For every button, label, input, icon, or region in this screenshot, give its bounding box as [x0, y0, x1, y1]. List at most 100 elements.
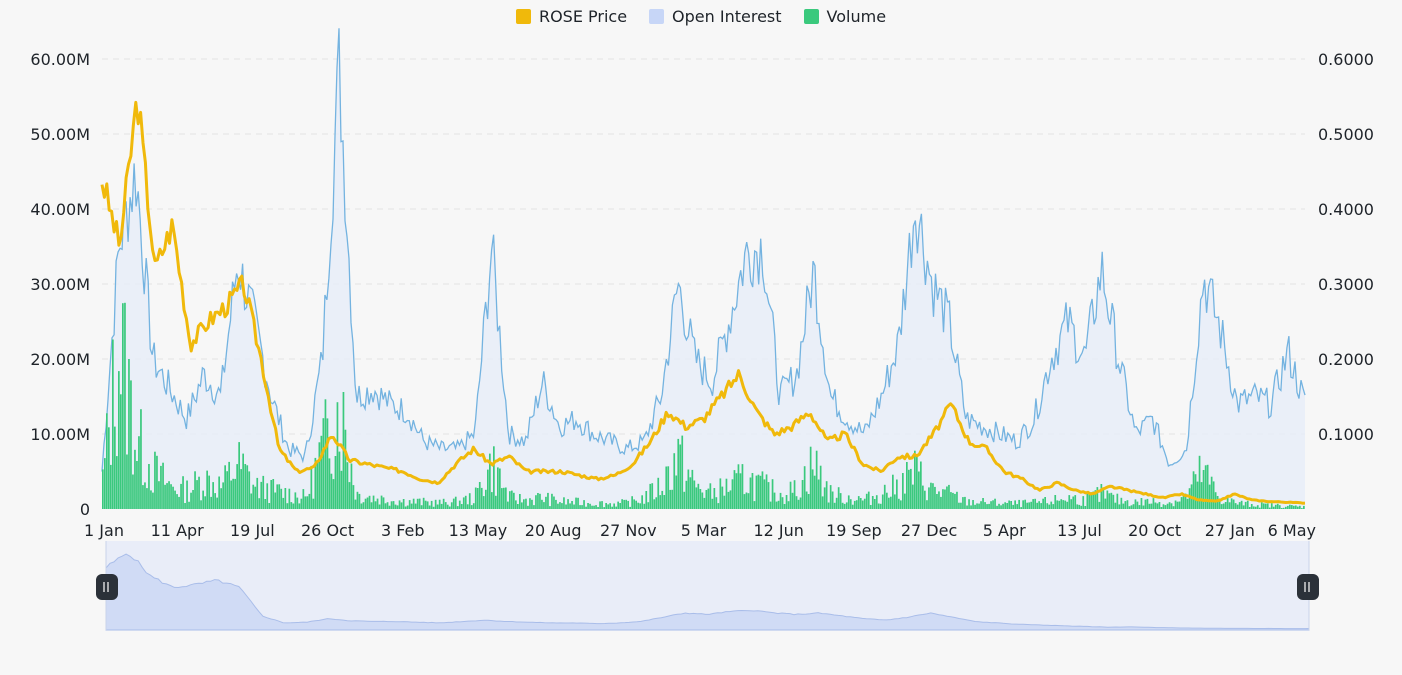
- x-tick-label: 12 Jun: [753, 521, 803, 540]
- volume-bar: [444, 502, 447, 509]
- volume-bar: [1212, 481, 1215, 509]
- chart-legend: ROSE Price Open Interest Volume: [0, 7, 1402, 26]
- volume-bar: [879, 503, 882, 509]
- volume-bar: [390, 501, 393, 509]
- volume-bar: [599, 501, 601, 509]
- volume-bar: [661, 490, 664, 509]
- navigator-left-handle[interactable]: [96, 574, 118, 600]
- legend-label-open-interest: Open Interest: [672, 7, 782, 26]
- volume-bar: [280, 488, 283, 509]
- navigator-right-handle[interactable]: [1297, 574, 1319, 600]
- volume-bar: [617, 501, 619, 509]
- volume-bar: [825, 481, 828, 509]
- volume-bar: [787, 501, 790, 509]
- volume-bar: [1206, 464, 1209, 509]
- volume-bar: [1232, 499, 1235, 509]
- volume-bar: [474, 487, 477, 509]
- volume-bar: [1242, 505, 1245, 509]
- volume-bar: [713, 488, 716, 509]
- volume-bar: [384, 503, 387, 509]
- volume-bar: [681, 435, 684, 509]
- volume-bar: [122, 303, 124, 509]
- volume-bar: [132, 474, 134, 509]
- volume-bar: [555, 499, 557, 509]
- volume-bar: [499, 468, 501, 509]
- volume-bar: [118, 371, 120, 509]
- volume-bar: [272, 479, 275, 509]
- volume-bar: [326, 418, 329, 509]
- volume-bar: [1094, 490, 1097, 509]
- volume-bar: [974, 504, 976, 509]
- volume-bar: [1228, 502, 1231, 509]
- volume-bar: [920, 461, 922, 509]
- volume-bar: [803, 466, 806, 509]
- x-tick-label: 19 Jul: [230, 521, 275, 540]
- volume-bar: [1152, 498, 1155, 509]
- volume-bar: [735, 473, 738, 509]
- volume-bar: [1204, 465, 1207, 509]
- volume-bar: [190, 492, 192, 509]
- volume-bar: [717, 503, 720, 509]
- volume-bar: [827, 502, 830, 509]
- volume-bar: [1106, 490, 1109, 509]
- volume-bar: [1162, 504, 1165, 509]
- volume-bar: [378, 504, 381, 509]
- volume-bar: [1172, 506, 1175, 509]
- volume-bar: [707, 488, 710, 509]
- volume-bar: [228, 461, 230, 509]
- volume-bar: [1010, 501, 1012, 509]
- volume-bar: [1301, 508, 1303, 509]
- volume-bar: [629, 506, 631, 509]
- volume-bar: [144, 482, 146, 509]
- volume-bar: [344, 429, 347, 509]
- volume-bar: [1262, 503, 1265, 509]
- legend-item-volume[interactable]: Volume: [803, 7, 887, 26]
- volume-bar: [110, 464, 112, 509]
- volume-bar: [976, 503, 978, 509]
- volume-bar: [312, 498, 315, 509]
- volume-bar: [994, 498, 996, 509]
- volume-bar: [376, 498, 379, 509]
- legend-item-open-interest[interactable]: Open Interest: [649, 7, 782, 26]
- volume-bar: [1062, 500, 1065, 509]
- volume-bar: [763, 479, 766, 509]
- volume-bar: [689, 477, 692, 509]
- volume-bar: [256, 477, 259, 509]
- legend-item-rose-price[interactable]: ROSE Price: [515, 7, 627, 26]
- volume-bar: [906, 462, 908, 509]
- legend-label-volume: Volume: [826, 7, 887, 26]
- volume-bar: [164, 484, 166, 509]
- volume-bar: [1120, 497, 1123, 509]
- volume-bar: [1056, 500, 1059, 509]
- volume-bar: [767, 482, 770, 509]
- volume-bar: [1220, 504, 1223, 509]
- volume-bar: [517, 504, 519, 509]
- volume-bar: [1272, 506, 1275, 509]
- volume-bar: [1266, 503, 1269, 509]
- volume-bar: [1254, 506, 1257, 509]
- volume-bar: [625, 499, 627, 509]
- volume-bar: [531, 499, 533, 509]
- volume-bar: [968, 499, 970, 509]
- volume-bar: [148, 464, 150, 509]
- volume-bar: [839, 493, 842, 509]
- volume-bar: [348, 482, 351, 509]
- volume-bar: [1236, 504, 1239, 509]
- x-tick-label: 5 Apr: [983, 521, 1026, 540]
- volume-bar: [320, 435, 323, 509]
- volume-bar: [182, 476, 184, 509]
- volume-bar: [761, 471, 764, 509]
- volume-bar: [1270, 503, 1273, 509]
- volume-bar: [1006, 503, 1008, 509]
- volume-bar: [418, 498, 421, 509]
- volume-bar: [641, 495, 643, 509]
- volume-bar: [1226, 497, 1229, 509]
- volume-bar: [1176, 501, 1179, 509]
- volume-bar: [162, 462, 164, 509]
- x-tick-label: 5 Mar: [681, 521, 727, 540]
- volume-bar: [278, 484, 281, 509]
- volume-bar: [402, 499, 405, 509]
- volume-bar: [366, 497, 369, 509]
- range-navigator[interactable]: [96, 541, 1319, 631]
- volume-bar: [535, 495, 537, 509]
